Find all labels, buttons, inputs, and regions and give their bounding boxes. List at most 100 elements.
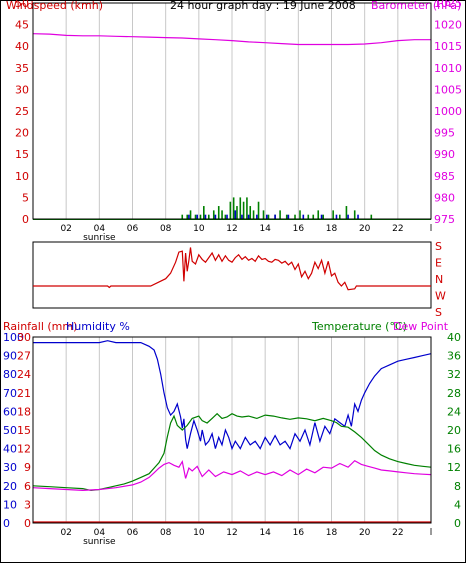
temperature-tick-label: 40 bbox=[447, 331, 461, 344]
bottom-x-tick-label: 16 bbox=[293, 528, 305, 538]
top-x-tick-label: 22 bbox=[392, 224, 403, 234]
direction-line bbox=[33, 247, 431, 291]
rainfall-axis-title: Rainfall (mm) bbox=[3, 320, 78, 333]
windspeed-tick-label: 40 bbox=[15, 40, 29, 53]
windspeed-tick-label: 35 bbox=[15, 62, 29, 75]
bottom-x-tick-label: 22 bbox=[392, 528, 403, 538]
windspeed-tick-label: 50 bbox=[15, 0, 29, 10]
bottom-x-tick-label: 14 bbox=[259, 528, 271, 538]
windspeed-tick-label: 20 bbox=[15, 127, 29, 140]
temperature-line bbox=[32, 412, 432, 492]
temperature-tick-label: 28 bbox=[447, 387, 461, 400]
direction-axis-label: W bbox=[435, 290, 446, 303]
top-x-tick-label: 10 bbox=[193, 224, 205, 234]
windspeed-tick-label: 45 bbox=[15, 19, 29, 32]
rainfall-tick-label: 30 bbox=[17, 331, 31, 344]
rainfall-tick-label: 6 bbox=[24, 480, 31, 493]
bottom-x-tick-label: 04 bbox=[94, 528, 106, 538]
humidity-tick-label: 80 bbox=[3, 368, 17, 381]
top-x-tick-label: 06 bbox=[127, 224, 139, 234]
top-x-tick-label: l bbox=[430, 224, 433, 234]
barometer-tick-label: 985 bbox=[434, 170, 455, 183]
temperature-tick-label: 36 bbox=[447, 350, 461, 363]
barometer-tick-label: 1025 bbox=[434, 0, 462, 10]
humidity-tick-label: 50 bbox=[3, 424, 17, 437]
temperature-axis-title: Temperature (°C) bbox=[312, 320, 407, 333]
barometer-tick-label: 1020 bbox=[434, 19, 462, 32]
humidity-tick-label: 30 bbox=[3, 461, 17, 474]
top-x-tick-label: 02 bbox=[60, 224, 71, 234]
rainfall-tick-label: 24 bbox=[17, 368, 31, 381]
rainfall-tick-label: 27 bbox=[17, 350, 31, 363]
temperature-tick-label: 12 bbox=[447, 461, 461, 474]
rainfall-tick-label: 3 bbox=[24, 498, 31, 511]
dew-point-axis-title: Dew Point bbox=[393, 320, 449, 333]
barometer-line bbox=[32, 33, 431, 46]
barometer-tick-label: 1005 bbox=[434, 83, 462, 96]
barometer-tick-label: 975 bbox=[434, 213, 455, 226]
top-x-tick-label: 04 bbox=[94, 224, 106, 234]
bottom-x-tick-label: 10 bbox=[193, 528, 205, 538]
temperature-tick-label: 20 bbox=[447, 424, 461, 437]
barometer-tick-label: 1000 bbox=[434, 105, 462, 118]
humidity-tick-label: 0 bbox=[3, 517, 10, 530]
bottom-x-tick-label: 20 bbox=[359, 528, 371, 538]
windspeed-tick-label: 0 bbox=[22, 213, 29, 226]
bottom-x-tick-label: 06 bbox=[127, 528, 139, 538]
windspeed-tick-label: 10 bbox=[15, 170, 29, 183]
rainfall-tick-label: 0 bbox=[24, 517, 31, 530]
windspeed-tick-label: 25 bbox=[15, 105, 29, 118]
humidity-axis-title: Humidity % bbox=[66, 320, 130, 333]
windspeed-tick-label: 15 bbox=[15, 148, 29, 161]
barometer-tick-label: 980 bbox=[434, 191, 455, 204]
windspeed-tick-label: 30 bbox=[15, 83, 29, 96]
windspeed-axis-title: Windspeed (kmh) bbox=[6, 0, 104, 12]
humidity-tick-label: 60 bbox=[3, 405, 17, 418]
humidity-tick-label: 10 bbox=[3, 498, 17, 511]
rainfall-tick-label: 15 bbox=[17, 424, 31, 437]
top-x-tick-label: 20 bbox=[359, 224, 371, 234]
top-x-tick-label: 08 bbox=[160, 224, 172, 234]
bottom-x-tick-label: 18 bbox=[326, 528, 338, 538]
barometer-axis-title: Barometer (hPa) bbox=[371, 0, 462, 12]
bottom-x-tick-label: l bbox=[430, 528, 433, 538]
bottom-plot-frame bbox=[32, 336, 432, 524]
top-plot-frame bbox=[32, 2, 432, 220]
bottom-x-tick-label: 12 bbox=[226, 528, 237, 538]
temperature-tick-label: 24 bbox=[447, 405, 461, 418]
humidity-tick-label: 20 bbox=[3, 480, 17, 493]
barometer-tick-label: 1015 bbox=[434, 40, 462, 53]
rainfall-tick-label: 21 bbox=[17, 387, 31, 400]
top-x-tick-label: 16 bbox=[293, 224, 305, 234]
temperature-tick-label: 16 bbox=[447, 443, 461, 456]
windspeed-tick-label: 5 bbox=[22, 191, 29, 204]
bottom-x-tick-label: 08 bbox=[160, 528, 172, 538]
rainfall-tick-label: 12 bbox=[17, 443, 31, 456]
temperature-tick-label: 8 bbox=[454, 480, 461, 493]
barometer-tick-label: 995 bbox=[434, 127, 455, 140]
direction-axis-label: S bbox=[435, 240, 442, 253]
top-x-tick-label: 14 bbox=[259, 224, 271, 234]
direction-axis-label: E bbox=[435, 257, 442, 270]
top-chart-title: 24 hour graph day : 19 June 2008 bbox=[170, 0, 356, 12]
humidity-line bbox=[33, 340, 432, 451]
humidity-tick-label: 100 bbox=[3, 331, 24, 344]
bottom-x-tick-label: 02 bbox=[60, 528, 71, 538]
barometer-tick-label: 990 bbox=[434, 148, 455, 161]
humidity-tick-label: 90 bbox=[3, 350, 17, 363]
top-x-tick-label: 12 bbox=[226, 224, 237, 234]
humidity-tick-label: 70 bbox=[3, 387, 17, 400]
top-sunrise-label: sunrise bbox=[83, 233, 116, 243]
rainfall-tick-label: 18 bbox=[17, 405, 31, 418]
top-x-tick-label: 18 bbox=[326, 224, 338, 234]
direction-plot-frame bbox=[32, 241, 432, 309]
dew_point-line bbox=[32, 459, 432, 492]
rainfall-tick-label: 9 bbox=[24, 461, 31, 474]
humidity-tick-label: 40 bbox=[3, 443, 17, 456]
temperature-tick-label: 32 bbox=[447, 368, 461, 381]
direction-axis-label: S bbox=[435, 306, 442, 319]
direction-axis-label: N bbox=[435, 273, 443, 286]
bottom-sunrise-label: sunrise bbox=[83, 537, 116, 547]
